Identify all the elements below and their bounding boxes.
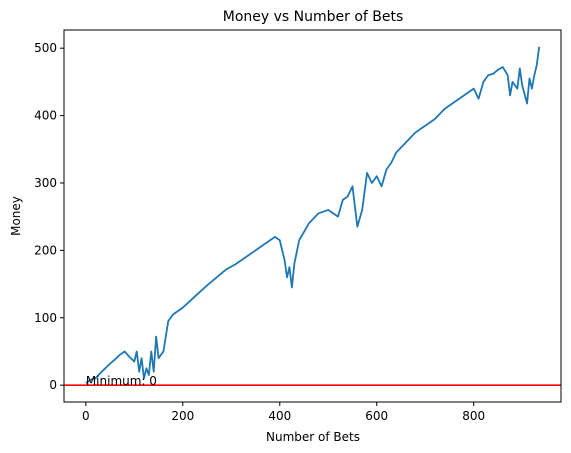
y-tick-label: 300 bbox=[34, 176, 57, 190]
y-tick-label: 200 bbox=[34, 243, 57, 257]
minimum-annotation: Minimum: 0 bbox=[86, 374, 157, 388]
y-tick-label: 400 bbox=[34, 109, 57, 123]
chart-title: Money vs Number of Bets bbox=[223, 9, 404, 25]
x-tick-label: 200 bbox=[171, 409, 194, 423]
y-axis-label: Money bbox=[9, 196, 23, 236]
x-tick-label: 0 bbox=[82, 409, 90, 423]
x-axis-label: Number of Bets bbox=[266, 430, 360, 444]
x-tick-label: 800 bbox=[462, 409, 485, 423]
plot-area: Minimum: 0 bbox=[64, 46, 561, 388]
y-tick-label: 100 bbox=[34, 311, 57, 325]
x-tick-label: 400 bbox=[268, 409, 291, 423]
x-axis: 0 200 400 600 800 bbox=[82, 402, 485, 423]
y-axis: 0 100 200 300 400 500 bbox=[34, 41, 64, 392]
y-tick-label: 0 bbox=[49, 378, 57, 392]
y-tick-label: 500 bbox=[34, 41, 57, 55]
x-tick-label: 600 bbox=[365, 409, 388, 423]
plot-frame bbox=[63, 29, 562, 403]
series-line-0 bbox=[85, 46, 541, 384]
